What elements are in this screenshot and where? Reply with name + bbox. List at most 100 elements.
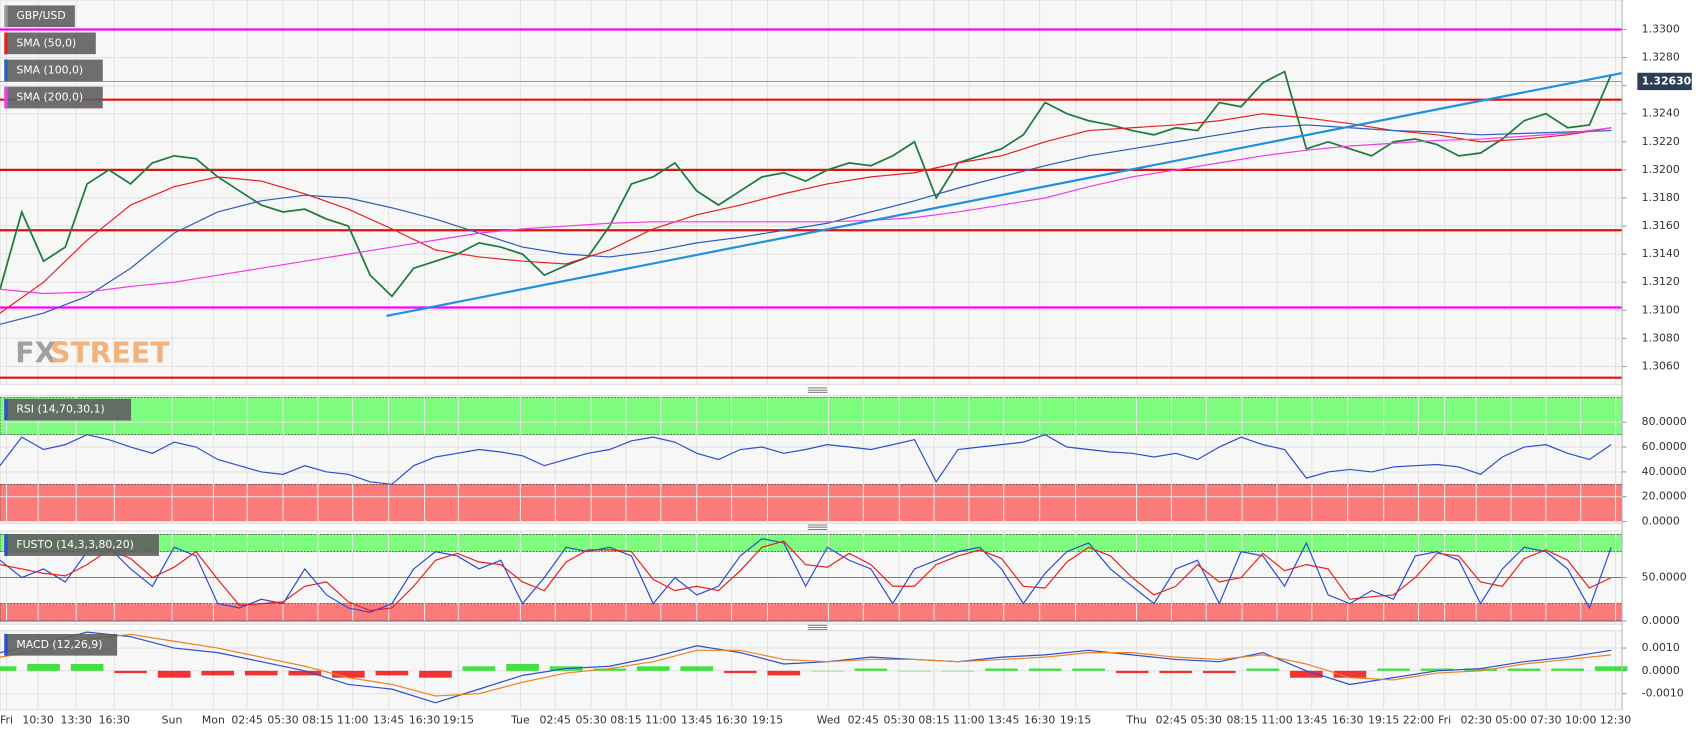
x-tick-label: 10:00 [1565,714,1596,727]
indicator-title: MACD (12,26,9) [16,638,102,651]
indicator-title: RSI (14,70,30,1) [16,403,104,416]
histogram-bar [27,663,60,671]
series-line [0,537,1612,613]
y-tick-label: 0.0000 [1642,614,1680,627]
y-tick-label: 60.0000 [1642,440,1687,453]
x-tick-label: 11:00 [953,714,984,727]
last-price-label: 1.32630 [1642,74,1692,87]
x-tick-label: 13:45 [988,714,1019,727]
x-tick-label: 05:30 [1191,714,1222,727]
x-tick-label: 08:15 [302,714,333,727]
y-tick-label: -0.0010 [1642,687,1684,700]
last-price-box [1637,72,1692,91]
zone [0,533,1623,552]
x-tick-label: 12:30 [1600,714,1631,727]
y-tick-label: 20.0000 [1642,490,1687,503]
x-tick-label: Thu [1125,714,1146,727]
x-tick-label: 08:15 [1226,714,1257,727]
x-tick-label: 19:15 [1060,714,1091,727]
y-tick-label: 1.3280 [1642,51,1680,64]
series-line [0,434,1612,485]
histogram-bar [941,670,975,672]
zone [0,483,1623,522]
x-tick-label: 05:30 [884,714,915,727]
histogram-bar [70,663,104,671]
x-tick-label: Mon [202,714,225,727]
indicator-title-strip [4,398,8,421]
histogram-bar [332,670,365,678]
indicator-title-box [4,534,159,556]
x-tick-label: 13:45 [373,714,404,727]
legend-label: GBP/USD [16,9,65,22]
pane-background [0,0,1623,386]
x-tick-label: 19:15 [752,714,783,727]
histogram-bar [1290,670,1323,678]
x-tick-label: 02:45 [848,714,879,727]
histogram-bar [506,663,539,671]
x-tick-label: 08:15 [918,714,949,727]
histogram-bar [593,668,626,671]
histogram-bar [1115,670,1149,674]
x-tick-label: 19:15 [443,714,474,727]
histogram-bar [1377,668,1410,671]
y-tick-label: 1.3240 [1642,107,1680,120]
y-tick-label: 1.3220 [1642,135,1680,148]
histogram-bar [1246,668,1280,671]
histogram-bar [1594,666,1628,671]
x-tick-label: 13:45 [681,714,712,727]
legend-label: SMA (200,0) [16,91,83,104]
x-tick-label: 16:30 [1332,714,1363,727]
x-tick-label: 19:15 [1368,714,1399,727]
series-line [0,540,1612,612]
x-tick-label: 13:45 [1296,714,1327,727]
y-tick-label: 80.0000 [1642,415,1687,428]
y-tick-label: 1.3100 [1642,303,1680,316]
histogram-bar [157,670,191,678]
x-tick-label: 16:30 [99,714,130,727]
x-tick-label: Wed [817,714,841,727]
histogram-bar [636,666,670,671]
x-tick-label: 11:00 [645,714,676,727]
x-tick-label: 16:30 [409,714,440,727]
x-tick-label: 02:45 [540,714,571,727]
histogram-bar [985,668,1018,671]
y-tick-label: 40.0000 [1642,465,1687,478]
y-tick-label: 0.0000 [1642,515,1680,528]
x-tick-label: 07:30 [1530,714,1561,727]
zone [0,397,1623,435]
series-line [0,631,1612,704]
histogram-bar [288,670,322,676]
x-tick-label: Fri [0,714,13,727]
histogram-bar [1464,668,1497,671]
legend-box [4,32,96,55]
histogram-bar [1159,670,1193,674]
series-line [0,633,1612,697]
histogram-bar [1028,668,1062,671]
y-tick-label: 1.3160 [1642,219,1680,232]
x-tick-label: 05:30 [267,714,298,727]
legend-label: SMA (50,0) [16,36,76,49]
legend-swatch [4,59,8,82]
legend-swatch [4,32,8,55]
x-tick-label: Tue [510,714,530,727]
indicator-title-box [4,398,132,421]
watermark: STREET [50,336,170,369]
histogram-bar [898,670,931,672]
legend-swatch [4,86,8,109]
histogram-bar [1551,668,1584,671]
trend-line [386,71,1623,317]
x-tick-label: 02:30 [1461,714,1492,727]
histogram-bar [1202,670,1236,674]
x-tick-label: Sun [162,714,183,727]
histogram-bar [1420,668,1454,671]
x-tick-label: 13:30 [61,714,92,727]
histogram-bar [680,666,714,671]
indicator-title-box [4,633,118,656]
legend-box [4,86,103,109]
histogram-bar [0,666,17,671]
histogram-bar [114,670,147,674]
y-tick-label: 0.0010 [1642,641,1680,654]
x-tick-label: 02:45 [1156,714,1187,727]
